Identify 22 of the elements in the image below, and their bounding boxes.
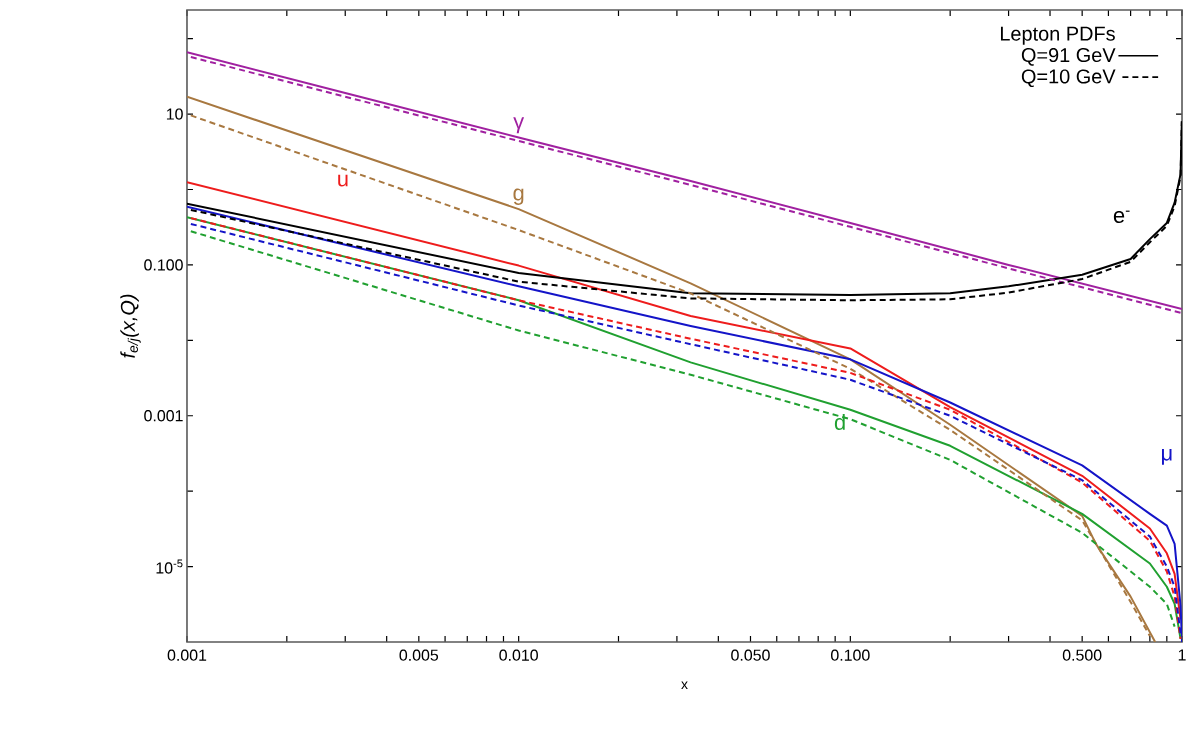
y-tick-label: 10 xyxy=(166,108,183,120)
series-label: γ xyxy=(513,117,525,134)
x-tick-label: 0.100 xyxy=(831,649,870,661)
x-tick-label: 1 xyxy=(1178,649,1186,661)
x-tick-label: 0.005 xyxy=(399,649,439,661)
x-tick-label: 0.500 xyxy=(1062,649,1102,661)
series-label: u xyxy=(338,174,348,187)
x-tick-label: 0.001 xyxy=(167,649,207,661)
x-tick-label: 0.050 xyxy=(731,649,770,661)
y-tick-label: 10$^{-5}$ xyxy=(156,559,183,574)
annotation: Q=91 GeV xyxy=(1021,48,1116,66)
y-tick-label: 0.100 xyxy=(144,259,183,271)
series-label: e$^{-}$ xyxy=(1113,210,1130,223)
annotation: Q=10 GeV xyxy=(1021,69,1116,88)
x-tick-label: 0.010 xyxy=(499,649,538,661)
x-axis-title: x xyxy=(681,681,688,689)
y-axis-title: f$_{e/j}$(x,Q) xyxy=(120,294,141,358)
legend-title: Lepton PDFs xyxy=(1000,26,1115,45)
series-label: d xyxy=(834,413,845,431)
series-label: g xyxy=(513,188,524,205)
text: μ xyxy=(1162,448,1172,465)
y-tick-label: 0.001 xyxy=(144,410,183,422)
